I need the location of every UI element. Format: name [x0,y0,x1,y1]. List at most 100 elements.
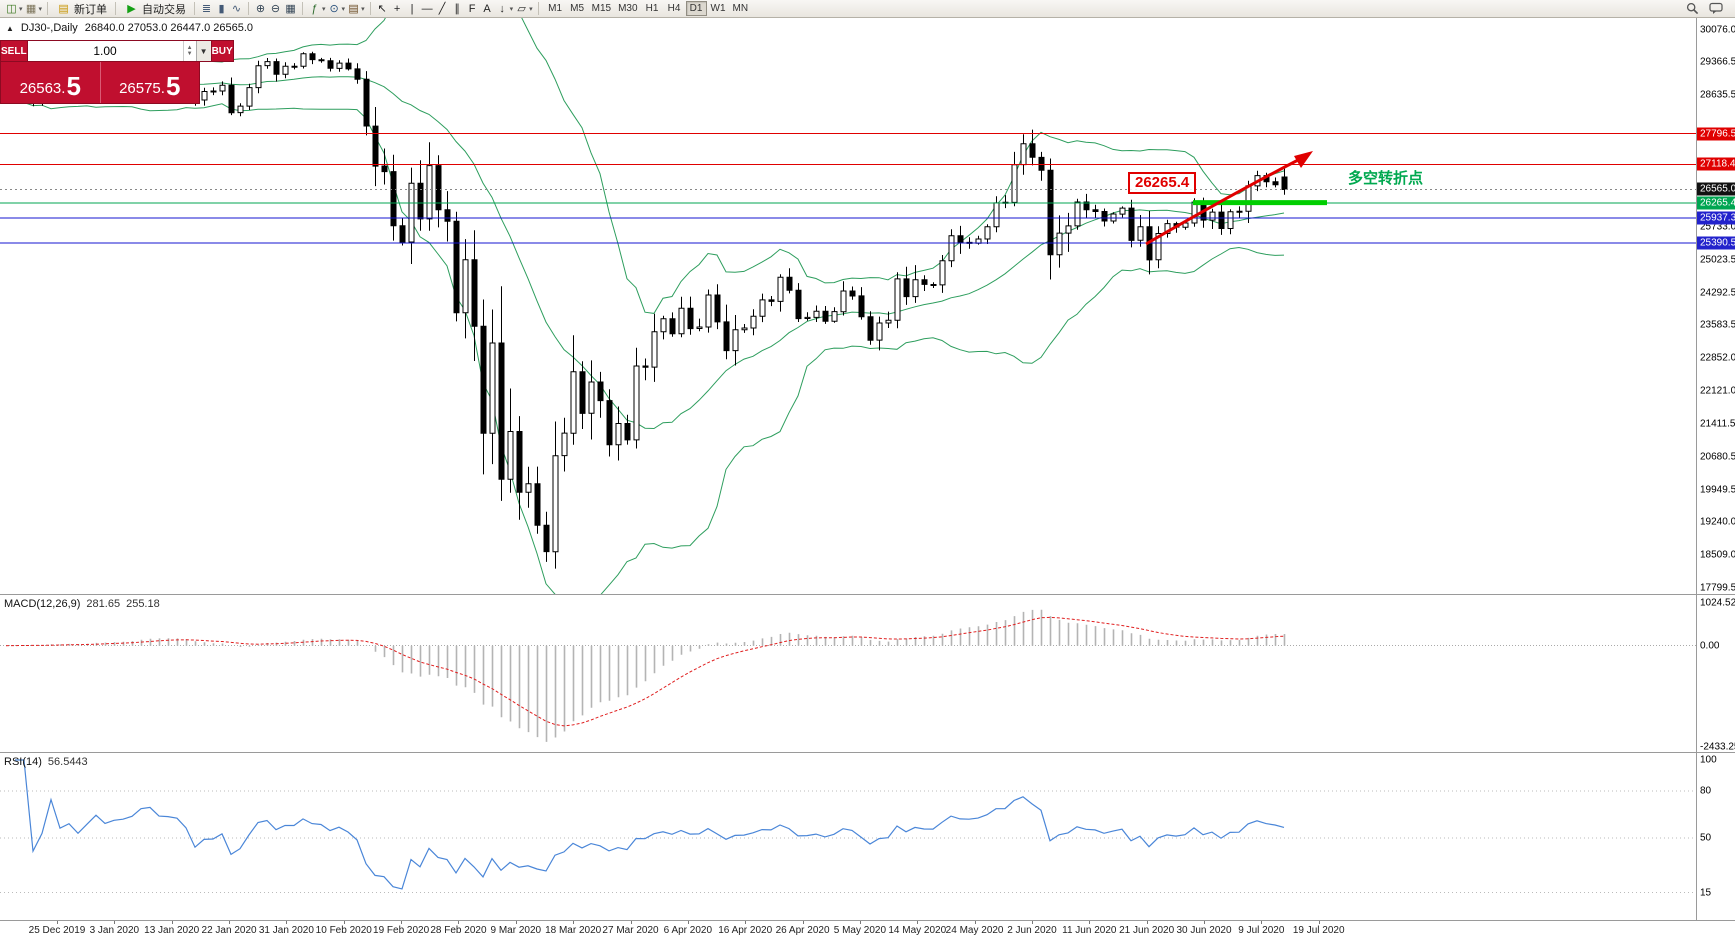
trendline-icon[interactable]: ╱ [438,2,446,15]
template-icon[interactable]: ▤ [348,2,359,15]
timeframe-m15[interactable]: M15 [591,3,612,14]
turning-point-text[interactable]: 多空转折点 [1348,170,1424,187]
vertical-line-icon[interactable]: | [410,2,414,15]
buy-price-pips: 5 [165,71,181,101]
timeframe-mn[interactable]: MN [732,3,749,14]
volume-stepper[interactable]: ▲ ▼ [182,41,196,61]
sell-button[interactable]: SELL [0,40,28,62]
price-axis-label: 25733.0 [1700,221,1735,233]
channel-icon[interactable]: ∥ [454,2,460,15]
timeframe-m1[interactable]: M1 [548,3,563,14]
timeframe-d1[interactable]: D1 [685,1,707,16]
toolbar-separator [47,2,49,15]
price-axis-label: 23583.5 [1700,319,1735,331]
date-ticks [57,921,1320,924]
chart-title: ▲ DJ30-,Daily 26840.0 27053.0 26447.0 26… [6,22,253,34]
sell-price-pips: 5 [66,71,81,101]
chevron-down-icon[interactable]: ▾ [38,5,43,13]
auto-trading-button[interactable]: ▶ 自动交易 [120,1,190,17]
macd-scale-max: 1024.52 [1700,597,1735,609]
date-axis-label: 11 Jun 2020 [1062,925,1117,936]
fibonacci-icon[interactable]: F [468,2,476,15]
date-axis-label: 3 Jan 2020 [89,925,140,936]
date-axis-label: 31 Jan 2020 [258,925,314,936]
volume-up-icon[interactable]: ▲ [186,45,193,51]
timeframe-h1[interactable]: H1 [645,3,659,14]
date-axis-label: 26 Apr 2020 [775,925,830,936]
volume-dropdown-icon[interactable]: ▼ [195,41,211,61]
tile-windows-icon[interactable]: ▦ [285,2,296,15]
candle-wicks [6,51,1285,569]
text-label-icon[interactable]: A [483,2,491,15]
buy-price[interactable]: 26575. 5 [101,62,200,103]
date-axis-label: 18 Mar 2020 [545,925,602,936]
chevron-down-icon[interactable]: ▾ [509,5,514,13]
buy-price-main: 26575. [119,80,165,97]
chevron-down-icon[interactable]: ▾ [529,5,533,13]
toolbar-separator [115,2,117,15]
profiles-icon[interactable]: ▦ [25,2,37,15]
trend-arrow-head[interactable] [1294,151,1313,168]
date-axis-label: 13 Jan 2020 [144,925,200,936]
trend-arrow-shaft[interactable] [1145,156,1303,246]
chat-icon[interactable] [1708,1,1723,17]
timeframe-m5[interactable]: M5 [570,3,585,14]
rsi-scale-label: 80 [1700,785,1712,797]
rsi-indicator-label: RSI(14) 56.5443 [4,756,88,768]
toolbar-separator [369,2,371,15]
price-axis-label: 29366.5 [1700,56,1735,68]
indicators-icon[interactable]: ƒ [311,2,318,15]
volume-down-icon[interactable]: ▼ [186,51,193,57]
price-annotation-box[interactable]: 26265.4 [1128,172,1197,194]
chevron-down-icon[interactable]: ▾ [361,5,365,13]
new-order-icon[interactable]: ▤ [58,2,69,15]
macd-scale-min: -2433.25 [1700,741,1735,753]
shapes-icon[interactable]: ▱ [517,2,526,15]
new-order-button[interactable]: ▤ 新订单 [52,1,111,17]
toolbar-right [1685,1,1731,17]
sell-price[interactable]: 26563. 5 [1,62,101,103]
date-axis-label: 14 May 2020 [888,925,947,936]
crosshair-icon[interactable]: + [393,2,401,15]
toolbar-separator [194,2,196,15]
chevron-down-icon[interactable]: ▾ [19,5,23,13]
period-clock-icon[interactable]: ⊙ [329,2,339,15]
search-icon[interactable] [1685,1,1700,17]
arrows-icon[interactable]: ↓ [499,2,505,15]
chevron-down-icon[interactable]: ▾ [341,5,346,13]
candles-layer [3,51,1288,569]
buy-button[interactable]: BUY [210,40,234,62]
price-axis-label: 21411.5 [1700,418,1735,430]
price-axis-chip: 27118.4 [1697,157,1735,171]
volume-input[interactable] [27,41,183,61]
date-axis-label: 22 Jan 2020 [201,925,257,936]
new-chart-icon[interactable]: ◫ [6,2,17,15]
autotrade-play-icon[interactable]: ▶ [127,2,136,15]
date-axis-label: 19 Jul 2020 [1292,925,1345,936]
zoom-in-icon[interactable]: ⊕ [255,2,266,15]
horizontal-line-icon[interactable]: — [421,2,433,15]
levels-layer[interactable] [0,133,1696,246]
price-axis-label: 28635.5 [1700,89,1735,101]
candlestick-chart-icon[interactable]: ▮ [218,2,225,15]
price-axis-label: 25023.5 [1700,254,1735,265]
timeframe-w1[interactable]: W1 [710,3,726,14]
timeframe-h4[interactable]: H4 [667,3,681,14]
price-axis-chip: 27796.5 [1697,127,1735,141]
toolbar-separator [537,2,539,15]
rsi-scale-label: 50 [1700,832,1712,844]
macd-name: MACD(12,26,9) [4,598,81,610]
symbol-period-label: DJ30-,Daily [20,22,78,34]
date-axis-label: 30 Jun 2020 [1176,925,1232,936]
collapse-icon[interactable]: ▲ [6,23,14,33]
chevron-down-icon[interactable]: ▾ [322,5,326,13]
cursor-icon[interactable]: ↖ [377,2,387,15]
line-chart-icon[interactable]: ∿ [231,2,242,15]
bar-chart-icon[interactable]: ≣ [201,2,212,15]
zoom-out-icon[interactable]: ⊖ [270,2,281,15]
timeframe-m30[interactable]: M30 [618,3,638,14]
bull-candles [3,53,1261,553]
rsi-name: RSI(14) [4,756,42,768]
